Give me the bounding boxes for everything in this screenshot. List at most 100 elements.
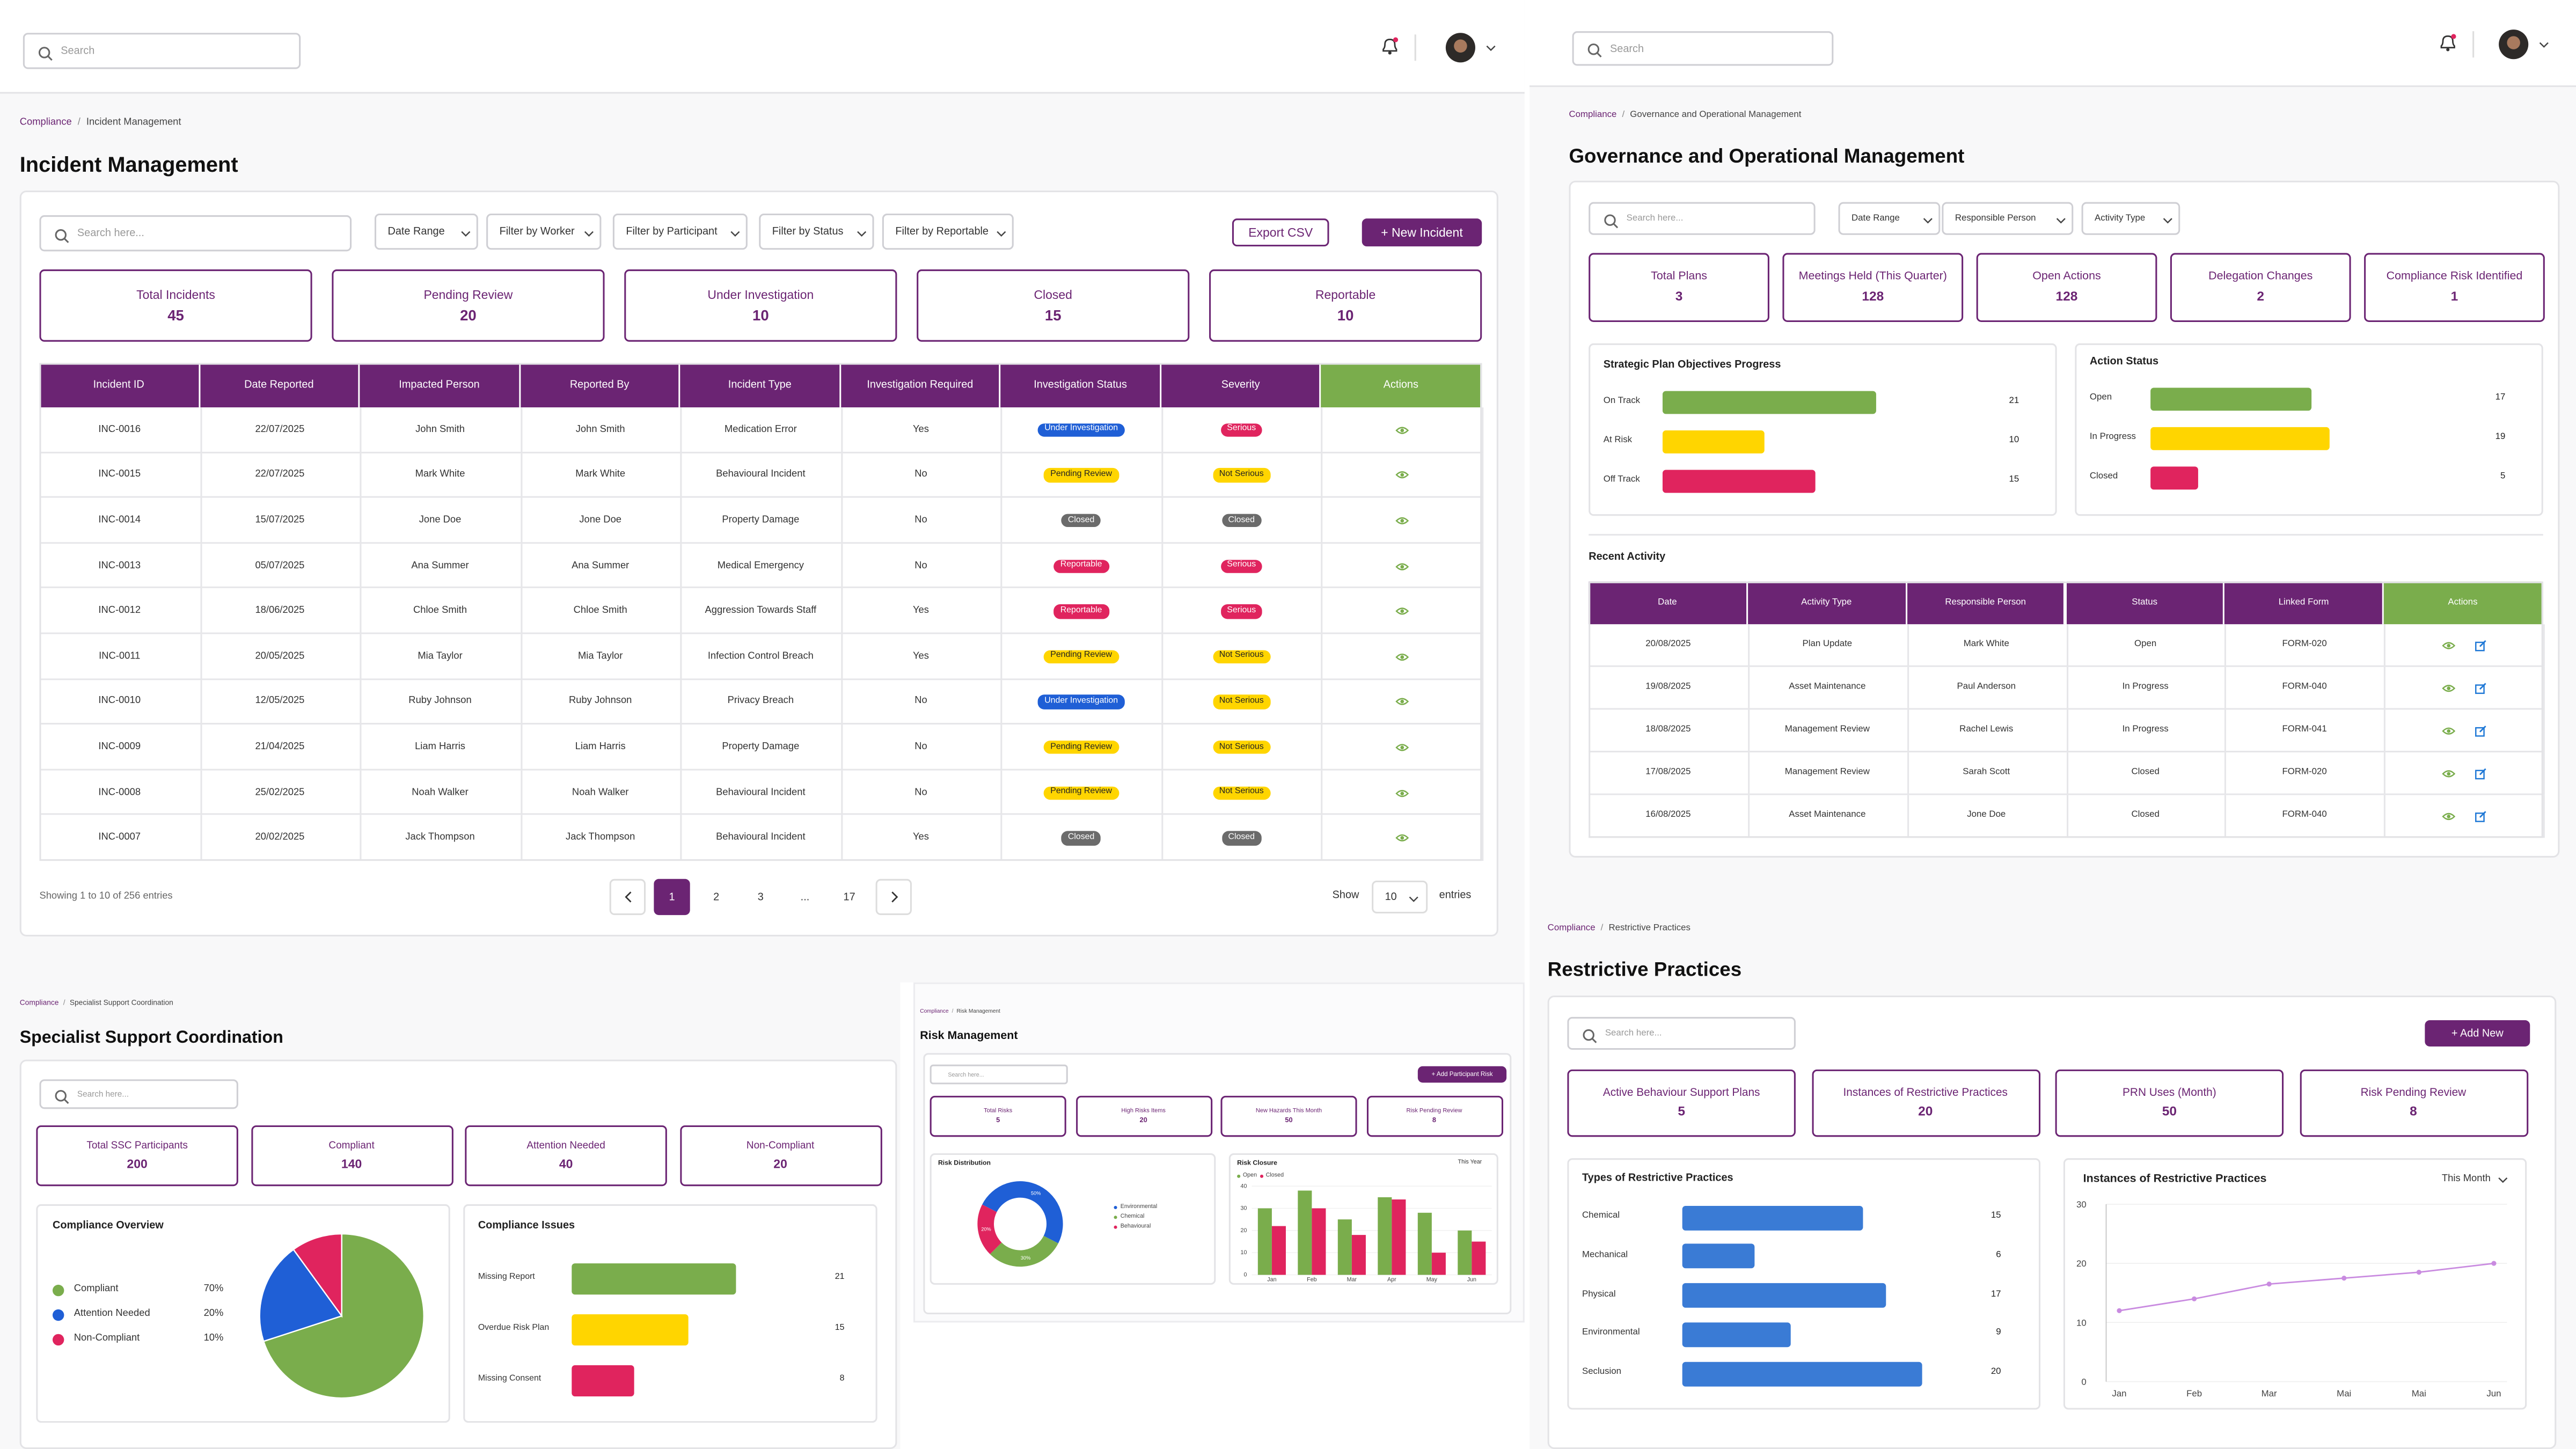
filter-dropdown[interactable]: Filter by Status	[759, 213, 874, 250]
filter-dropdown[interactable]: Filter by Reportable	[882, 213, 1014, 250]
search-box[interactable]: Search here...	[39, 215, 352, 252]
button[interactable]: + Add Participant Risk	[1417, 1066, 1507, 1083]
stat-label: Under Investigation	[707, 287, 814, 303]
x-tick-label: Mar	[1347, 1277, 1357, 1283]
column-divider	[2224, 624, 2226, 667]
view-icon[interactable]	[1395, 561, 1409, 571]
edit-icon[interactable]	[2474, 640, 2486, 652]
edit-icon[interactable]	[2474, 811, 2486, 822]
view-icon[interactable]	[1395, 833, 1409, 843]
view-icon[interactable]	[1395, 697, 1409, 707]
legend-label: Compliant	[74, 1284, 119, 1295]
column-divider	[1907, 752, 1908, 795]
button[interactable]: Export CSV	[1232, 218, 1329, 247]
column-divider	[680, 407, 682, 453]
search-box[interactable]: Search	[23, 33, 301, 69]
filter-dropdown[interactable]: Filter by Worker	[486, 213, 602, 250]
segment-label: 30%	[1021, 1255, 1030, 1261]
edit-icon[interactable]	[2474, 726, 2486, 737]
status-badge: Not Serious	[1212, 786, 1270, 800]
table-cell: INC-0007	[98, 833, 141, 843]
column-divider	[1907, 795, 1908, 838]
page-button[interactable]: 2	[713, 891, 720, 903]
page-next[interactable]	[875, 879, 912, 916]
search-box[interactable]: Search here...	[1567, 1016, 1796, 1050]
y-tick-label: 0	[1244, 1272, 1247, 1278]
filter-dropdown[interactable]: Date Range	[374, 213, 478, 250]
per-page-select[interactable]: 10	[1372, 880, 1428, 914]
bar	[1378, 1197, 1392, 1275]
page-prev[interactable]	[609, 879, 646, 916]
filter-dropdown[interactable]: Filter by Participant	[612, 213, 748, 250]
breadcrumb-link[interactable]: Compliance	[19, 118, 72, 128]
chevron-icon	[624, 891, 631, 903]
status-badge: Reportable	[1053, 559, 1109, 573]
search-placeholder: Search here...	[77, 228, 144, 240]
stat-value: 8	[1432, 1116, 1437, 1125]
column-divider	[1747, 795, 1749, 838]
button[interactable]: + New Incident	[1362, 218, 1482, 247]
search-box[interactable]: Search here...	[39, 1079, 238, 1109]
column-divider	[360, 634, 361, 680]
table-cell: Yes	[912, 652, 929, 662]
column-divider	[200, 407, 201, 453]
status-badge: Not Serious	[1212, 695, 1270, 709]
filter-dropdown[interactable]: Responsible Person	[1942, 202, 2074, 235]
filter-dropdown[interactable]: Activity Type	[2081, 202, 2180, 235]
search-icon	[55, 228, 69, 243]
filter-label: Filter by Status	[772, 226, 844, 238]
view-icon[interactable]	[1395, 743, 1409, 752]
table-header-cell: Investigation Status	[1001, 363, 1161, 408]
view-icon[interactable]	[1395, 788, 1409, 797]
table-cell: No	[914, 561, 927, 572]
page-button[interactable]: 17	[843, 891, 855, 903]
y-tick-label: 0	[2081, 1377, 2086, 1387]
stat-value: 15	[1044, 307, 1062, 324]
view-icon[interactable]	[2441, 641, 2455, 650]
table-cell: Jone Doe	[1967, 810, 2006, 821]
filter-dropdown[interactable]: Date Range	[1838, 202, 1941, 235]
chevron-shape	[1923, 217, 1933, 223]
stat-value: 20	[773, 1157, 787, 1172]
stat-card: Compliant 140	[250, 1125, 453, 1187]
search-icon	[38, 46, 53, 60]
breadcrumb-link[interactable]: Compliance	[920, 1007, 949, 1014]
x-tick-label: Mai	[2337, 1388, 2351, 1399]
breadcrumb-link[interactable]: Compliance	[1547, 924, 1596, 934]
view-icon[interactable]	[1395, 516, 1409, 525]
search-box[interactable]: Search here...	[930, 1064, 1068, 1085]
view-icon[interactable]	[2441, 683, 2455, 693]
column-divider	[1907, 667, 1908, 710]
table-cell: FORM-020	[2282, 767, 2327, 778]
chart-title: Strategic Plan Objectives Progress	[1603, 359, 1781, 371]
page-button[interactable]: 1	[654, 879, 690, 916]
edit-icon[interactable]	[2474, 683, 2486, 694]
view-icon[interactable]	[1395, 471, 1409, 480]
view-icon[interactable]	[2441, 726, 2455, 736]
page-button[interactable]: 3	[757, 891, 764, 903]
table-cell: Chloe Smith	[413, 606, 467, 617]
breadcrumb: Compliance / Restrictive Practices	[1547, 924, 1690, 934]
search-box[interactable]: Search here...	[1589, 202, 1816, 235]
table-cell: Liam Harris	[415, 742, 465, 753]
search-box[interactable]: Search	[1572, 31, 1834, 66]
view-icon[interactable]	[1395, 652, 1409, 662]
table-header-cell: Actions	[2384, 581, 2543, 625]
breadcrumb-link[interactable]: Compliance	[19, 998, 59, 1007]
stat-value: 128	[1862, 289, 1884, 304]
column-divider	[200, 770, 201, 816]
breadcrumb-link[interactable]: Compliance	[1569, 110, 1617, 121]
column-divider	[360, 543, 361, 589]
edit-icon[interactable]	[2474, 768, 2486, 780]
page-button[interactable]: ...	[800, 891, 810, 903]
bar	[1312, 1208, 1326, 1275]
view-icon[interactable]	[1395, 606, 1409, 616]
view-icon[interactable]	[2441, 769, 2455, 779]
view-icon[interactable]	[1395, 425, 1409, 435]
bar-value: 10	[2009, 435, 2019, 446]
column-divider	[360, 589, 361, 634]
table-header-cell: Date Reported	[200, 363, 360, 408]
view-icon[interactable]	[2441, 811, 2455, 821]
button[interactable]: + Add New	[2425, 1020, 2530, 1046]
bar-label: Seclusion	[1582, 1367, 1621, 1378]
